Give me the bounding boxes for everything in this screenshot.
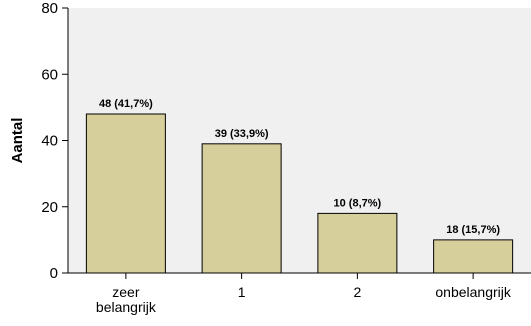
y-tick-label: 20 bbox=[41, 199, 58, 216]
bar bbox=[201, 143, 282, 274]
bar-value-label: 39 (33,9%) bbox=[215, 128, 269, 140]
y-tick-label: 60 bbox=[41, 66, 58, 83]
x-tick-label: belangrijk bbox=[96, 299, 157, 315]
bar bbox=[317, 212, 398, 274]
y-tick-label: 0 bbox=[50, 265, 58, 282]
y-tick-label: 80 bbox=[41, 0, 58, 17]
x-tick-label: 1 bbox=[238, 284, 246, 300]
x-tick-label: 2 bbox=[353, 284, 361, 300]
x-tick-label: onbelangrijk bbox=[435, 284, 511, 300]
bar-value-label: 18 (15,7%) bbox=[446, 224, 500, 236]
bars bbox=[85, 113, 514, 274]
x-axis bbox=[68, 272, 531, 279]
y-axis: 0 20 40 60 80 bbox=[41, 0, 69, 282]
bar-value-label: 48 (41,7%) bbox=[99, 98, 153, 110]
x-tick-label: zeer bbox=[112, 284, 140, 300]
bar-value-label: 10 (8,7%) bbox=[334, 197, 382, 209]
y-tick-label: 40 bbox=[41, 133, 58, 150]
data-labels: 48 (41,7%) 39 (33,9%) 10 (8,7%) 18 (15,7%) bbox=[99, 98, 500, 236]
bar bbox=[85, 113, 166, 274]
y-axis-title: Aantal bbox=[9, 118, 26, 164]
bar bbox=[433, 239, 514, 274]
